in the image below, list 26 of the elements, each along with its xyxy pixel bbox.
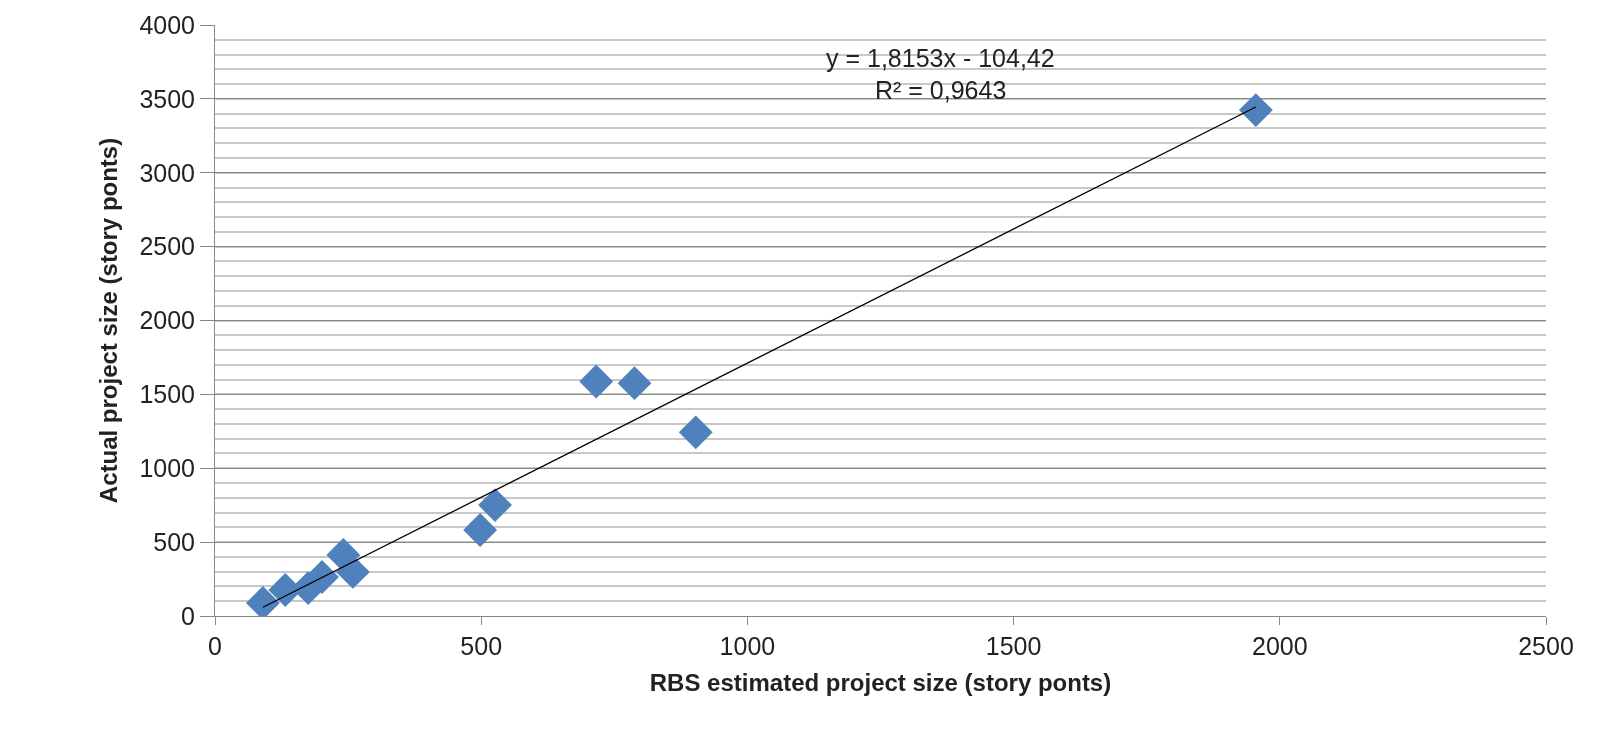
point: [1238, 93, 1273, 127]
y-tick-label: 2000: [139, 306, 195, 335]
y-tick-label: 1500: [139, 380, 195, 409]
x-tick-label: 1000: [719, 632, 776, 660]
annotation: y = 1,8153x - 104,42: [826, 44, 1055, 72]
y-tick-label: 3500: [139, 84, 195, 113]
x-tick-label: 2500: [1518, 632, 1574, 660]
y-tick-label: 500: [153, 527, 195, 556]
y-tick-label: 2500: [139, 232, 195, 261]
x-tick-label: 500: [460, 632, 503, 660]
x-tick-label: 1500: [985, 632, 1042, 660]
point: [478, 488, 512, 522]
y-axis-title: Actual project size (story ponts): [95, 137, 123, 504]
x-tick-label: 2000: [1251, 632, 1308, 660]
x-axis-title: RBS estimated project size (story ponts): [649, 669, 1112, 697]
point: [335, 555, 370, 589]
annotation: R² = 0,9643: [875, 76, 1007, 104]
y-tick-label: 3000: [139, 158, 195, 187]
y-tick-label: 4000: [139, 10, 195, 39]
y-tick-label: 1000: [139, 454, 195, 482]
y-tick-label: 0: [181, 601, 195, 630]
point: [678, 415, 713, 450]
point: [463, 513, 498, 547]
x-tick-label: 0: [208, 632, 222, 660]
point: [579, 364, 614, 399]
point: [617, 366, 652, 401]
